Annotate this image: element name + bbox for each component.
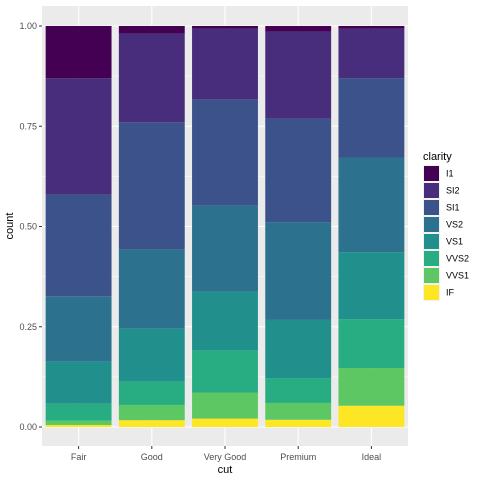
bar-segment-ideal-si2 xyxy=(338,28,405,79)
bar-segment-very-good-vs2 xyxy=(192,205,258,292)
bar-segment-ideal-vs1 xyxy=(338,252,405,320)
bar-segment-good-if xyxy=(118,420,185,427)
bar-segment-fair-vs1 xyxy=(45,361,112,404)
bar-segment-fair-vs2 xyxy=(45,296,112,362)
bar-segment-premium-vs1 xyxy=(265,319,332,379)
bar-segment-fair-vvs2 xyxy=(45,403,112,421)
legend-title: clarity xyxy=(423,151,452,163)
y-axis: 0.00 0.25 0.50 0.75 1.00 xyxy=(19,21,42,432)
bar-segment-fair-vvs1 xyxy=(45,420,112,425)
legend-label-si2: SI2 xyxy=(446,186,460,196)
x-tick-label: Ideal xyxy=(362,452,382,462)
legend-swatch-vs1 xyxy=(424,234,439,249)
x-tick-label: Fair xyxy=(71,452,87,462)
bar-segment-premium-vs2 xyxy=(265,222,332,320)
x-tick-label: Premium xyxy=(280,452,316,462)
legend-swatch-if xyxy=(424,285,439,300)
bar-segment-ideal-vs2 xyxy=(338,157,405,253)
bar-segment-premium-vvs1 xyxy=(265,402,332,420)
legend-label-vvs2: VVS2 xyxy=(446,254,469,264)
bar-segment-ideal-vvs2 xyxy=(338,319,405,369)
legend-label-vvs1: VVS1 xyxy=(446,271,469,281)
bar-segment-very-good-i1 xyxy=(192,26,258,29)
bar-segment-good-vvs1 xyxy=(118,404,185,421)
bar-segment-very-good-vvs2 xyxy=(192,350,258,393)
legend-label-i1: I1 xyxy=(446,169,454,179)
bar-segment-very-good-vs1 xyxy=(192,291,258,351)
legend-label-vs2: VS2 xyxy=(446,220,463,230)
legend: clarity I1 SI2 SI1 VS2 VS1 VVS2 VVS1 IF xyxy=(423,151,469,301)
legend-swatch-vvs2 xyxy=(424,251,439,266)
bar-segment-very-good-si1 xyxy=(192,99,258,206)
bar-segment-good-si1 xyxy=(118,122,185,250)
bar-segment-very-good-if xyxy=(192,418,258,427)
y-tick-label: 0.00 xyxy=(19,422,37,432)
bar-segment-good-vs1 xyxy=(118,328,185,382)
bar-segment-premium-if xyxy=(265,419,332,427)
bar-segment-premium-si2 xyxy=(265,31,332,119)
legend-swatch-si1 xyxy=(424,200,439,215)
bar-segment-fair-if xyxy=(45,424,112,427)
x-axis: Fair Good Very Good Premium Ideal xyxy=(71,446,381,462)
bar-segment-ideal-i1 xyxy=(338,26,405,29)
bar-segment-ideal-if xyxy=(338,405,405,427)
bar-segment-ideal-si1 xyxy=(338,78,405,158)
bar-segment-good-i1 xyxy=(118,26,185,34)
legend-swatch-vvs1 xyxy=(424,268,439,283)
bar-segment-ideal-vvs1 xyxy=(338,368,405,406)
y-tick-label: 0.75 xyxy=(19,121,37,131)
x-tick-label: Very Good xyxy=(204,452,247,462)
legend-label-if: IF xyxy=(446,288,455,298)
bar-segment-premium-i1 xyxy=(265,26,332,32)
y-tick-label: 0.25 xyxy=(19,322,37,332)
bar-segment-good-si2 xyxy=(118,33,185,123)
y-axis-title: count xyxy=(4,213,16,240)
legend-swatch-vs2 xyxy=(424,217,439,232)
legend-swatch-i1 xyxy=(424,166,439,181)
bar-segment-very-good-vvs1 xyxy=(192,392,258,419)
bar-segment-fair-si1 xyxy=(45,194,112,297)
bar-segment-fair-i1 xyxy=(45,26,112,79)
bar-segment-fair-si2 xyxy=(45,78,112,195)
bars xyxy=(45,26,405,427)
bar-segment-premium-vvs2 xyxy=(265,378,332,403)
x-tick-label: Good xyxy=(141,452,163,462)
bar-segment-good-vs2 xyxy=(118,249,185,329)
y-tick-label: 1.00 xyxy=(19,21,37,31)
legend-label-si1: SI1 xyxy=(446,203,460,213)
bar-segment-premium-si1 xyxy=(265,118,332,223)
y-tick-label: 0.50 xyxy=(19,222,37,232)
x-axis-title: cut xyxy=(218,464,233,476)
bar-segment-very-good-si2 xyxy=(192,28,258,100)
legend-label-vs1: VS1 xyxy=(446,237,463,247)
bar-segment-good-vvs2 xyxy=(118,381,185,405)
legend-swatch-si2 xyxy=(424,183,439,198)
